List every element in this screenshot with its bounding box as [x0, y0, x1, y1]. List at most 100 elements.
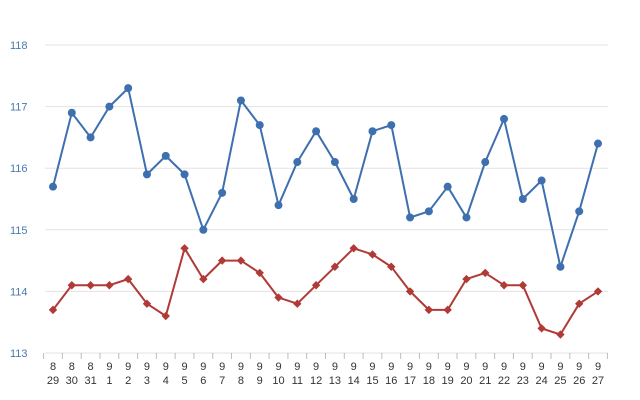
x-tick-label-day: 4: [163, 375, 169, 387]
data-point: [218, 188, 227, 197]
data-point: [518, 281, 528, 290]
data-point: [349, 244, 358, 253]
data-point: [142, 170, 151, 179]
x-tick-label-month: 9: [238, 361, 244, 373]
data-point: [424, 305, 434, 315]
data-point: [330, 158, 339, 167]
data-point: [368, 250, 377, 259]
x-tick-label-month: 8: [88, 361, 94, 373]
data-point: [556, 330, 565, 339]
x-tick-label-month: 9: [163, 361, 169, 373]
x-tick-label-day: 10: [272, 375, 284, 387]
data-point: [312, 127, 321, 136]
data-point: [255, 121, 264, 130]
x-tick-label-day: 26: [573, 375, 585, 387]
x-tick-label-month: 9: [181, 361, 187, 373]
data-point: [368, 127, 377, 136]
data-point: [180, 170, 189, 179]
data-point: [293, 158, 302, 167]
x-tick-label-month: 9: [407, 361, 413, 373]
data-point: [199, 225, 208, 234]
x-tick-label-month: 9: [313, 361, 319, 373]
x-tick-label-month: 9: [351, 361, 357, 373]
data-point: [86, 133, 95, 142]
x-tick-label-day: 22: [498, 375, 510, 387]
data-point: [123, 274, 133, 284]
data-point: [142, 299, 152, 308]
data-point: [593, 287, 603, 296]
x-tick-label-day: 3: [144, 375, 150, 387]
x-tick-label-month: 8: [50, 361, 56, 373]
data-point: [67, 108, 76, 117]
x-tick-label-month: 8: [69, 361, 75, 373]
x-tick-label-day: 19: [442, 375, 454, 387]
data-point: [293, 299, 302, 308]
data-point: [311, 281, 321, 290]
x-tick-label-month: 9: [520, 361, 526, 373]
x-tick-label-month: 9: [501, 361, 507, 373]
data-point: [274, 201, 283, 210]
data-point: [518, 195, 527, 203]
data-point: [48, 305, 58, 315]
data-point: [217, 256, 227, 265]
data-point: [537, 324, 546, 333]
data-point: [424, 207, 433, 216]
x-tick-label-day: 31: [84, 375, 96, 387]
x-tick-label-month: 9: [595, 361, 601, 373]
x-tick-label-day: 1: [106, 375, 112, 387]
series-2: [48, 244, 603, 339]
x-tick-label-month: 9: [332, 361, 338, 373]
x-tick-label-month: 9: [275, 361, 281, 373]
series-1: [49, 84, 602, 271]
y-tick-label: 115: [10, 225, 28, 237]
x-tick-label-day: 12: [310, 375, 322, 387]
x-tick-label-day: 7: [219, 375, 225, 387]
x-tick-label-day: 30: [66, 375, 78, 387]
data-point: [86, 281, 95, 290]
x-tick-label-month: 9: [125, 361, 131, 373]
data-point: [236, 256, 246, 265]
x-tick-label-month: 9: [445, 361, 451, 373]
x-tick-label-day: 16: [385, 375, 397, 387]
x-tick-label-day: 21: [479, 375, 491, 387]
x-tick-label-day: 29: [47, 375, 59, 387]
data-point: [161, 311, 170, 321]
data-point: [67, 281, 76, 290]
data-point: [594, 139, 602, 148]
x-tick-label-month: 9: [576, 361, 582, 373]
data-point: [274, 293, 283, 302]
x-tick-label-day: 13: [329, 375, 341, 387]
x-tick-label-day: 27: [592, 375, 604, 387]
data-point: [537, 176, 546, 185]
x-tick-label-day: 2: [125, 375, 131, 387]
data-point: [105, 102, 114, 111]
x-tick-label-month: 9: [200, 361, 206, 373]
data-point: [349, 195, 358, 203]
data-point: [406, 213, 415, 222]
data-point: [556, 262, 565, 271]
x-tick-label-day: 17: [404, 375, 416, 387]
data-point: [462, 213, 471, 222]
data-point: [236, 96, 245, 105]
data-point: [575, 299, 584, 308]
y-tick-label: 117: [10, 102, 28, 114]
data-point: [124, 84, 133, 93]
x-tick-label-day: 5: [181, 375, 187, 387]
x-tick-label-month: 9: [257, 361, 263, 373]
x-tick-label-month: 9: [219, 361, 225, 373]
x-tick-label-day: 15: [366, 375, 378, 387]
x-tick-label-month: 9: [369, 361, 375, 373]
x-tick-label-month: 9: [539, 361, 545, 373]
data-point: [405, 287, 415, 296]
x-tick-label-month: 9: [294, 361, 300, 373]
x-tick-label-month: 9: [388, 361, 394, 373]
series-line: [52, 87, 599, 268]
x-axis: 8298308319192939495969798999109119129139…: [43, 353, 608, 387]
x-tick-label-month: 9: [144, 361, 150, 373]
data-point: [575, 207, 584, 216]
data-point: [199, 274, 208, 284]
x-tick-label-day: 9: [257, 375, 263, 387]
x-tick-label-day: 24: [535, 375, 547, 387]
data-point: [481, 268, 490, 278]
